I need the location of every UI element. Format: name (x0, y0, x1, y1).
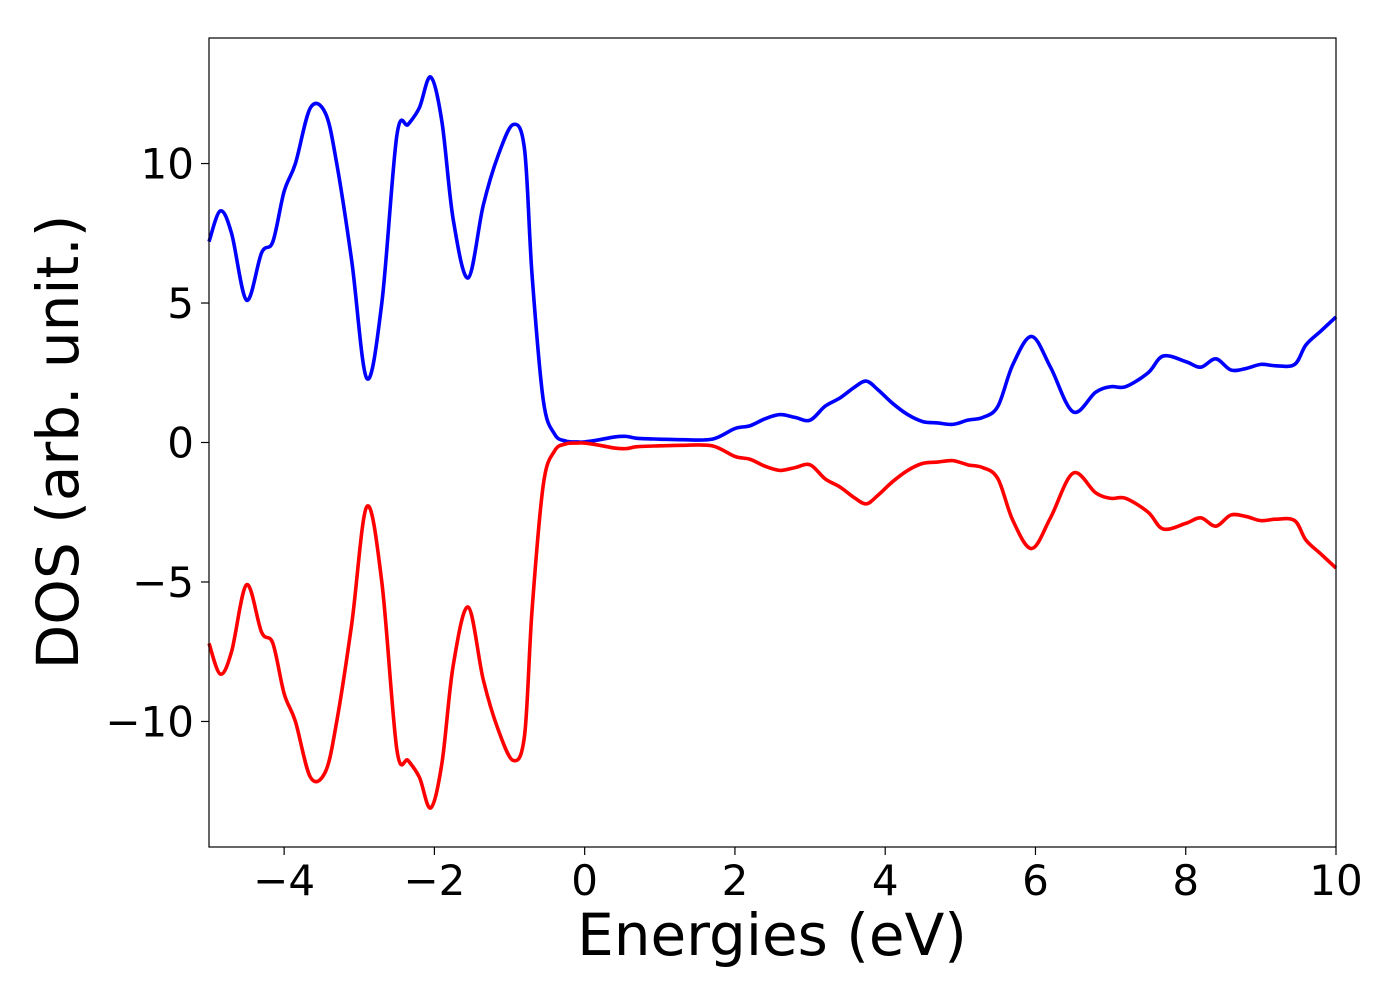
y-tick-label: 10 (141, 140, 194, 189)
y-axis-label: DOS (arb. unit.) (24, 215, 92, 670)
x-tick-label: 2 (722, 856, 749, 905)
plot-frame (208, 37, 1337, 848)
y-tick-label: 5 (167, 279, 194, 328)
y-axis-ticks: −10 −5 0 5 10 (105, 140, 209, 746)
x-tick-label: 8 (1172, 856, 1199, 905)
x-tick-label: −4 (253, 856, 315, 905)
y-tick-label: −5 (132, 558, 194, 607)
y-tick-label: −10 (105, 697, 194, 746)
x-axis-label: Energies (eV) (577, 901, 967, 969)
series-line-1 (207, 441, 1338, 810)
series-line-0 (207, 75, 1338, 444)
x-tick-label: −2 (403, 856, 465, 905)
x-tick-label: 10 (1309, 856, 1362, 905)
x-tick-label: 6 (1022, 856, 1049, 905)
x-tick-label: 4 (872, 856, 899, 905)
x-tick-label: 0 (571, 856, 598, 905)
x-axis-ticks: −4 −2 0 2 4 6 8 10 (253, 847, 1363, 905)
series-layer (207, 75, 1338, 810)
y-tick-label: 0 (167, 419, 194, 468)
